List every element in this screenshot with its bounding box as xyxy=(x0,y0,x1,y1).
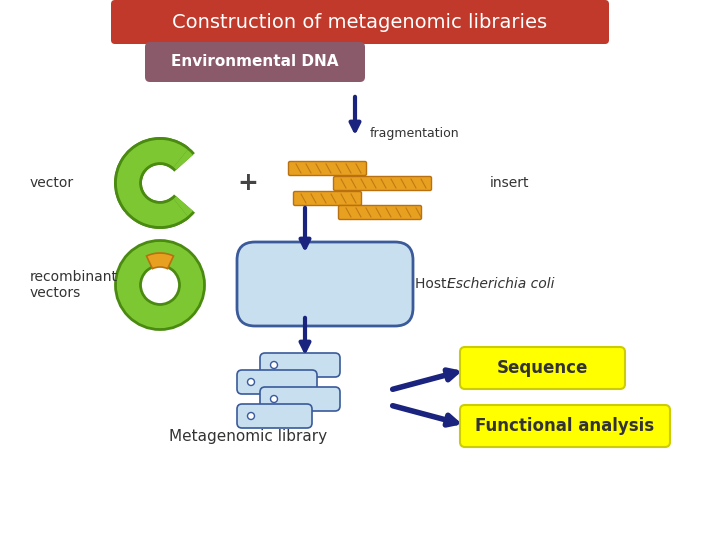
Text: Functional analysis: Functional analysis xyxy=(475,417,654,435)
FancyBboxPatch shape xyxy=(145,42,365,82)
FancyBboxPatch shape xyxy=(237,404,312,428)
Text: Environmental DNA: Environmental DNA xyxy=(171,55,338,70)
FancyBboxPatch shape xyxy=(289,161,366,176)
Circle shape xyxy=(271,361,277,368)
Text: vector: vector xyxy=(30,176,74,190)
FancyBboxPatch shape xyxy=(237,242,413,326)
Circle shape xyxy=(248,379,254,386)
Text: Escherichia coli: Escherichia coli xyxy=(447,277,554,291)
FancyBboxPatch shape xyxy=(237,370,317,394)
FancyBboxPatch shape xyxy=(460,405,670,447)
Text: fragmentation: fragmentation xyxy=(370,127,459,140)
Text: Construction of metagenomic libraries: Construction of metagenomic libraries xyxy=(172,12,548,31)
Text: Host:: Host: xyxy=(415,277,456,291)
Text: Metagenomic library: Metagenomic library xyxy=(169,429,327,444)
Circle shape xyxy=(248,413,254,420)
FancyBboxPatch shape xyxy=(260,387,340,411)
Wedge shape xyxy=(146,253,174,269)
Text: +: + xyxy=(238,171,258,195)
FancyBboxPatch shape xyxy=(111,0,609,44)
Circle shape xyxy=(271,395,277,402)
FancyBboxPatch shape xyxy=(338,206,421,219)
FancyBboxPatch shape xyxy=(333,177,431,191)
Text: recombinant
vectors: recombinant vectors xyxy=(30,270,118,300)
Text: insert: insert xyxy=(490,176,529,190)
Text: Sequence: Sequence xyxy=(497,359,588,377)
FancyBboxPatch shape xyxy=(260,353,340,377)
FancyBboxPatch shape xyxy=(460,347,625,389)
FancyBboxPatch shape xyxy=(294,192,361,206)
